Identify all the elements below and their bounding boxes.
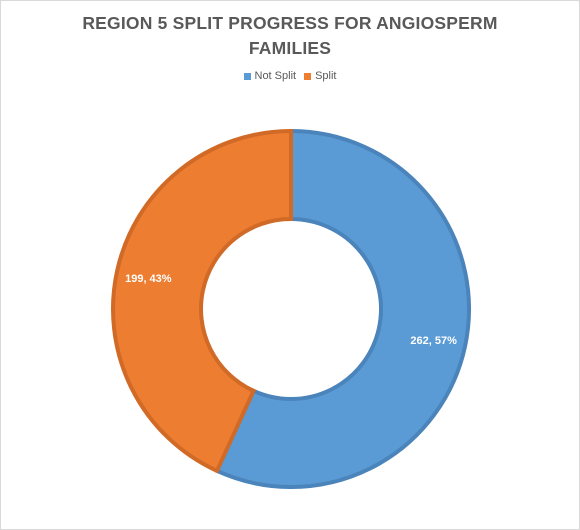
data-label-not-split: 262, 57% xyxy=(410,335,457,347)
chart-legend: Not Split Split xyxy=(1,70,579,82)
data-label-split: 199, 43% xyxy=(125,273,172,285)
legend-swatch-not-split xyxy=(243,72,251,80)
chart-title-line-1: REGION 5 SPLIT PROGRESS FOR ANGIOSPERM xyxy=(82,13,498,33)
legend-label-not-split: Not Split xyxy=(254,70,297,82)
donut-slice-not-split[interactable] xyxy=(214,128,471,489)
legend-swatch-split xyxy=(304,72,312,80)
chart-title-line-2: FAMILIES xyxy=(248,38,332,58)
donut-slice-labels: 262, 57% 199, 43% xyxy=(125,273,457,347)
legend-item-not-split[interactable]: Not Split xyxy=(243,70,297,82)
legend-label-split: Split xyxy=(315,70,337,82)
donut-slice-split[interactable] xyxy=(111,128,293,474)
legend-item-split[interactable]: Split xyxy=(304,70,336,82)
chart-title: REGION 5 SPLIT PROGRESS FOR ANGIOSPERM F… xyxy=(1,11,579,61)
donut-slices xyxy=(111,128,471,489)
